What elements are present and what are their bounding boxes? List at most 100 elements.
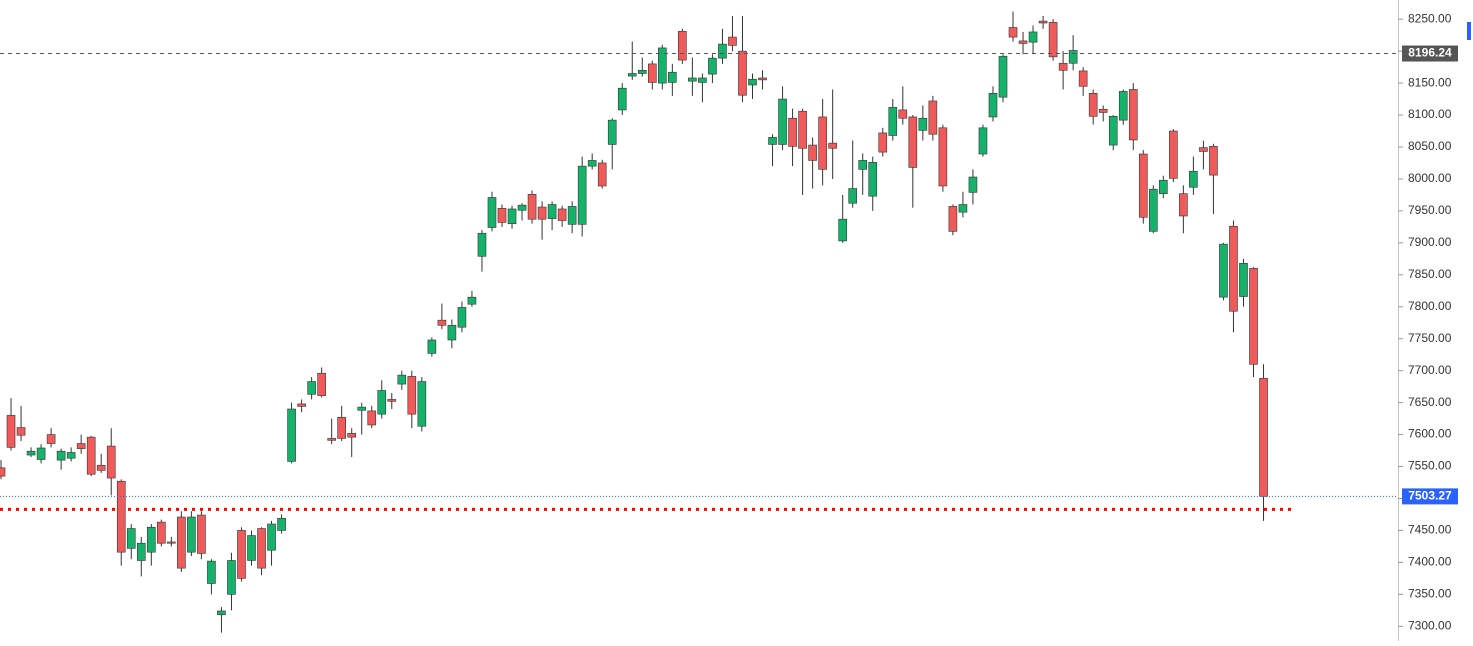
candle-body (387, 399, 397, 402)
candle-body (718, 43, 727, 59)
candle-body (908, 116, 918, 168)
candle-body (1239, 263, 1248, 297)
candle-body (557, 208, 567, 221)
candle-body (16, 427, 26, 436)
candle-body (187, 516, 196, 553)
candle-body (968, 176, 978, 193)
candle-body (868, 162, 878, 197)
candle-body (938, 127, 948, 187)
y-tick-label: 7850.00 (1408, 267, 1452, 281)
candle-body (157, 521, 166, 544)
candle-body (647, 63, 657, 83)
candle-body (768, 137, 777, 145)
y-tick-label: 7400.00 (1408, 555, 1452, 569)
candle-body (207, 560, 216, 584)
candle-body (637, 69, 647, 74)
candle-body (347, 432, 357, 438)
candle-body (177, 516, 186, 569)
candle-body (497, 208, 507, 223)
candle-body (788, 117, 797, 147)
candle-body (116, 480, 126, 553)
candle-body (1189, 170, 1198, 188)
price-label-box (1402, 488, 1458, 505)
candle-body (1138, 153, 1148, 218)
candle-body (1199, 147, 1208, 152)
y-tick-label: 7550.00 (1408, 459, 1452, 473)
y-tick-label: 8250.00 (1408, 11, 1452, 25)
candle-body (688, 77, 697, 82)
candle-body (197, 514, 206, 554)
candle-body (537, 206, 547, 220)
y-tick-label: 7950.00 (1408, 203, 1452, 217)
candle-body (948, 206, 958, 232)
y-tick-label: 7600.00 (1408, 427, 1452, 441)
y-tick-label: 7800.00 (1408, 299, 1452, 313)
candle-body (848, 188, 858, 204)
candle-body (36, 447, 46, 460)
candle-body (1078, 70, 1088, 87)
candle-body (738, 50, 747, 96)
candle-body (1018, 40, 1028, 44)
candle-body (126, 528, 136, 549)
candle-body (918, 117, 928, 131)
candle-body (607, 119, 617, 145)
y-tick-label: 8050.00 (1408, 139, 1452, 153)
candle-body (828, 142, 837, 149)
candle-body (858, 160, 868, 170)
candle-body (1159, 179, 1168, 194)
candle-body (698, 77, 707, 83)
candle-body (587, 160, 597, 167)
candle-body (277, 517, 286, 531)
candle-body (56, 450, 66, 461)
candle-body (818, 116, 827, 170)
candle-body (1259, 378, 1268, 497)
candle-body (728, 36, 737, 46)
candle-body (367, 410, 377, 426)
y-tick-label: 7900.00 (1408, 235, 1452, 249)
candle-body (357, 406, 367, 411)
y-tick-label: 7300.00 (1408, 618, 1452, 632)
candle-body (66, 452, 76, 459)
candle-body (577, 165, 587, 225)
price-label: 8196.24 (1408, 46, 1452, 60)
candle-body (1098, 108, 1108, 113)
candle-body (758, 77, 767, 81)
candle-body (417, 381, 427, 427)
candle-body (327, 438, 336, 441)
candle-body (978, 127, 988, 155)
candle-body (1038, 20, 1048, 24)
y-tick-label: 7750.00 (1408, 331, 1452, 345)
candle-body (26, 450, 36, 456)
candle-body (517, 204, 527, 211)
candle-body (447, 324, 457, 341)
y-tick-label: 8100.00 (1408, 107, 1452, 121)
candle-body (237, 530, 246, 579)
candle-body (958, 204, 968, 213)
side-marker (1467, 22, 1471, 40)
candle-body (1028, 31, 1038, 43)
candle-body (1249, 268, 1258, 365)
candle-body (0, 467, 6, 477)
candle-body (337, 417, 346, 439)
candle-body (1108, 116, 1118, 146)
y-tick-label: 7350.00 (1408, 587, 1452, 601)
candle-body (1048, 22, 1058, 58)
candle-body (1118, 91, 1128, 121)
candle-body (477, 232, 487, 257)
candle-body (167, 541, 176, 544)
y-tick-label: 7450.00 (1408, 523, 1452, 537)
candle-body (778, 98, 787, 145)
candle-body (567, 206, 577, 225)
y-tick-label: 8150.00 (1408, 75, 1452, 89)
candle-body (267, 523, 276, 551)
candle-body (678, 31, 687, 61)
candle-body (317, 372, 326, 396)
candle-body (427, 339, 437, 354)
candle-body (136, 542, 146, 561)
candle-body (1149, 188, 1158, 232)
candle-body (147, 526, 156, 553)
candle-body (407, 376, 417, 415)
candle-body (377, 390, 387, 415)
